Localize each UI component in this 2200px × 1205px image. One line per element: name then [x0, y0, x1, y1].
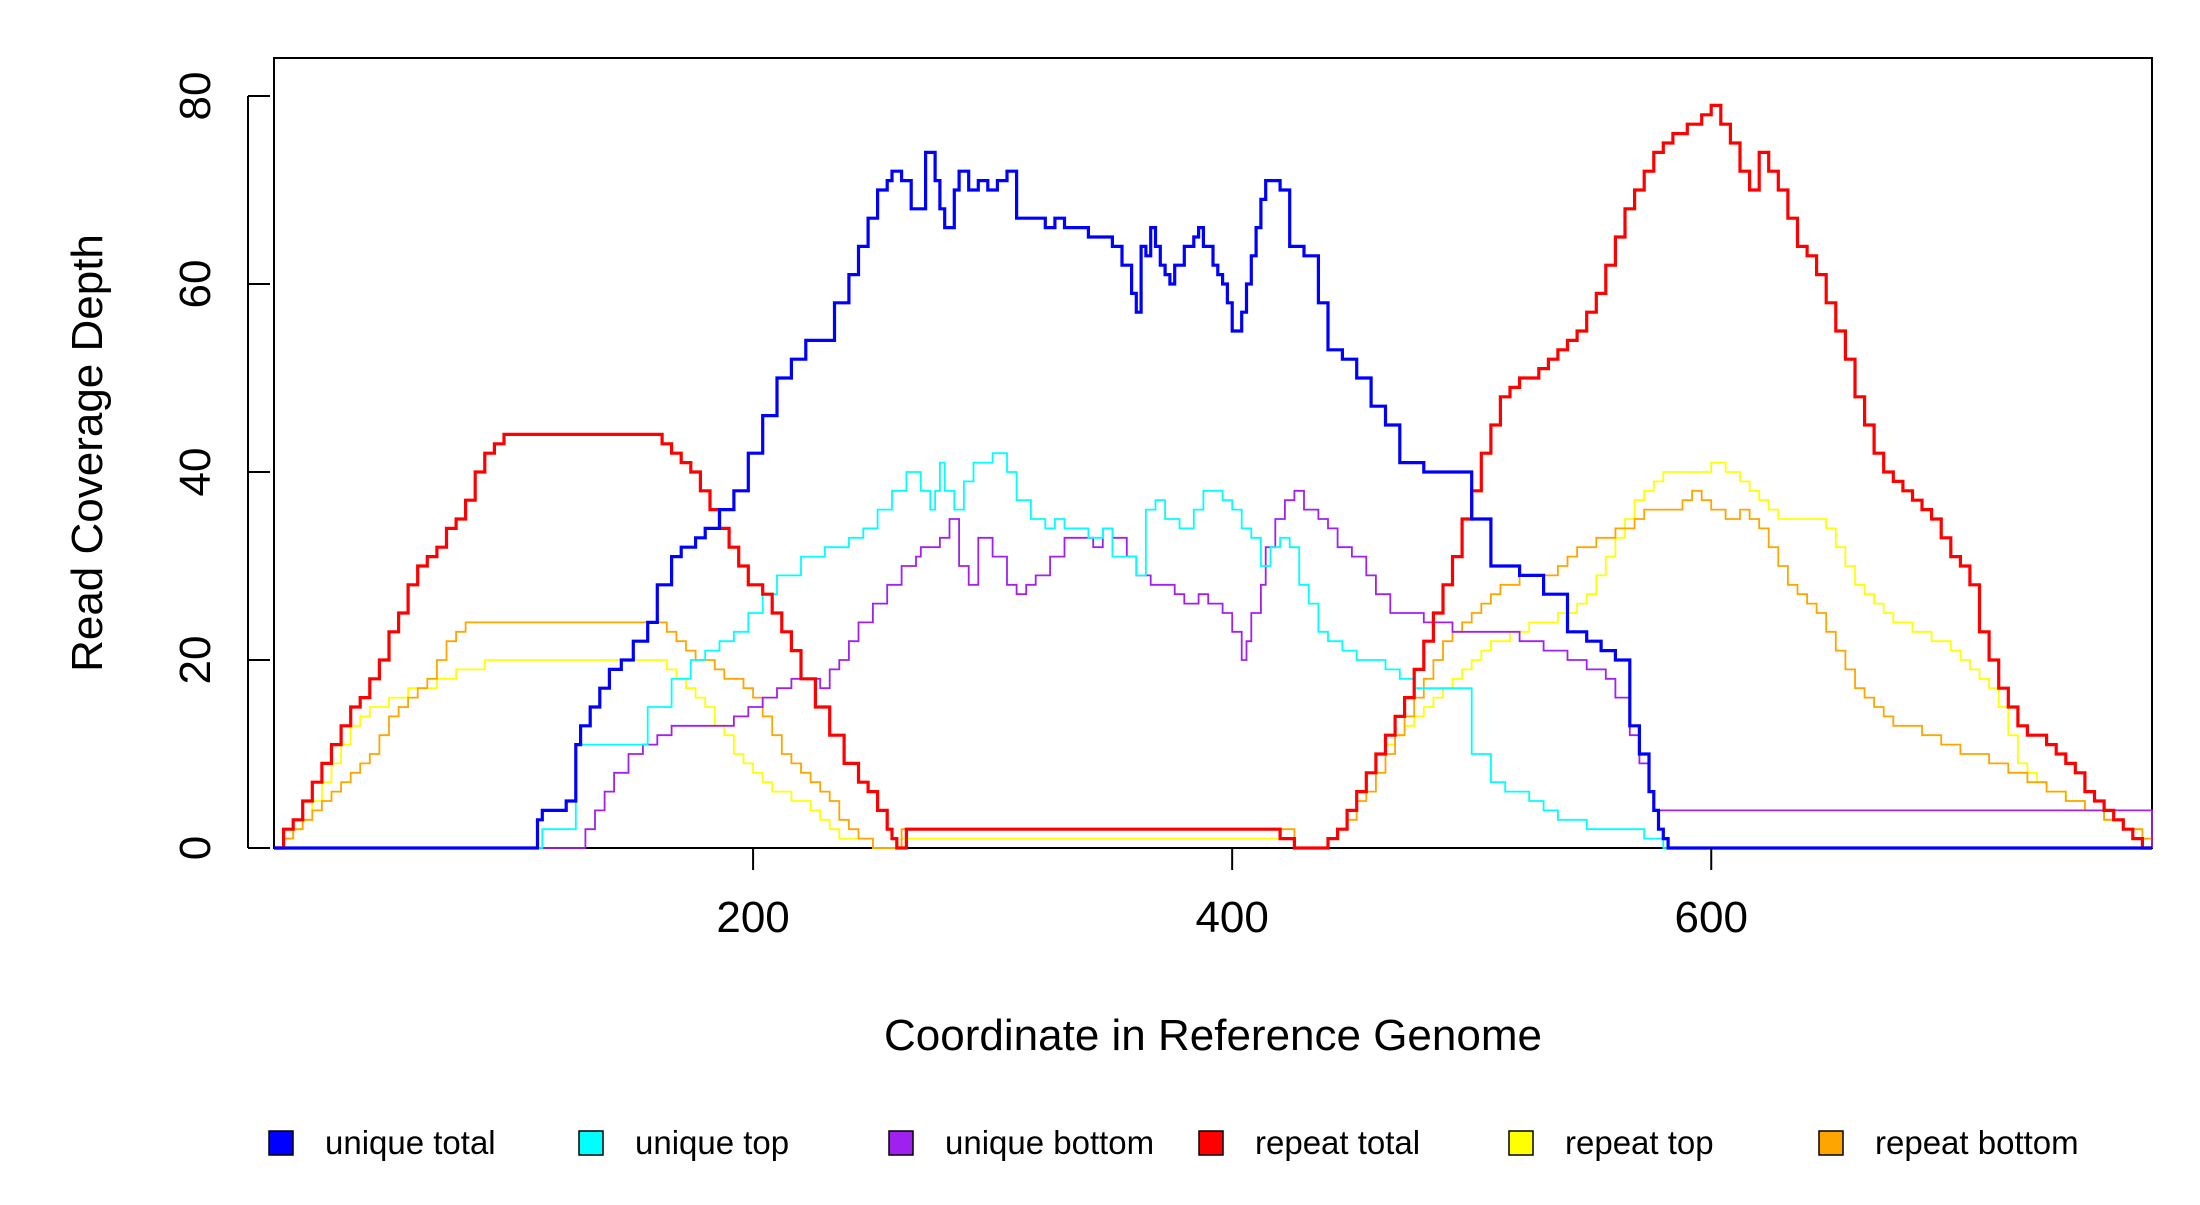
legend-item-unique-total: unique total: [268, 1124, 496, 1161]
legend-swatch: [888, 1130, 914, 1156]
legend-swatch: [1818, 1130, 1844, 1156]
series-line-repeat-bottom: [274, 489, 2152, 849]
x-axis-title: Coordinate in Reference Genome: [884, 1011, 1542, 1060]
y-tick-label: 40: [171, 448, 220, 497]
series-layer: [274, 103, 2153, 850]
legend-swatch: [1198, 1130, 1224, 1156]
x-tick-label: 400: [1195, 893, 1268, 942]
legend-item-unique-bottom: unique bottom: [888, 1124, 1154, 1161]
plot-frame: [273, 57, 2153, 849]
y-tick-label: 80: [171, 72, 220, 121]
y-axis-title: Read Coverage Depth: [63, 234, 112, 672]
legend-label: unique bottom: [945, 1124, 1154, 1161]
y-tick-label: 0: [171, 836, 220, 860]
y-axis: 0 20 40 60 80: [171, 72, 270, 860]
legend-item-unique-top: unique top: [578, 1124, 789, 1161]
legend-item-repeat-bottom: repeat bottom: [1818, 1124, 2079, 1161]
legend-label: repeat bottom: [1875, 1124, 2079, 1161]
legend-label: unique total: [325, 1124, 496, 1161]
y-tick-label: 60: [171, 260, 220, 309]
legend-item-repeat-total: repeat total: [1198, 1124, 1420, 1161]
x-tick-label: 600: [1675, 893, 1748, 942]
legend-swatch: [268, 1130, 294, 1156]
legend-label: repeat top: [1565, 1124, 1714, 1161]
series-line-unique-top: [274, 452, 2152, 849]
series-line-unique-bottom: [274, 489, 2153, 849]
x-tick-label: 200: [716, 893, 789, 942]
legend-label: unique top: [635, 1124, 789, 1161]
series-line-unique-total: [274, 150, 2152, 850]
series-line-repeat-top: [274, 461, 2152, 849]
x-axis: 200 400 600: [716, 848, 1748, 942]
legend: unique total unique top unique bottom repea…: [268, 1124, 2079, 1161]
legend-label: repeat total: [1255, 1124, 1420, 1161]
legend-swatch: [1508, 1130, 1534, 1156]
legend-swatch: [578, 1130, 604, 1156]
y-tick-label: 20: [171, 636, 220, 685]
series-line-repeat-total: [274, 103, 2152, 850]
legend-item-repeat-top: repeat top: [1508, 1124, 1714, 1161]
